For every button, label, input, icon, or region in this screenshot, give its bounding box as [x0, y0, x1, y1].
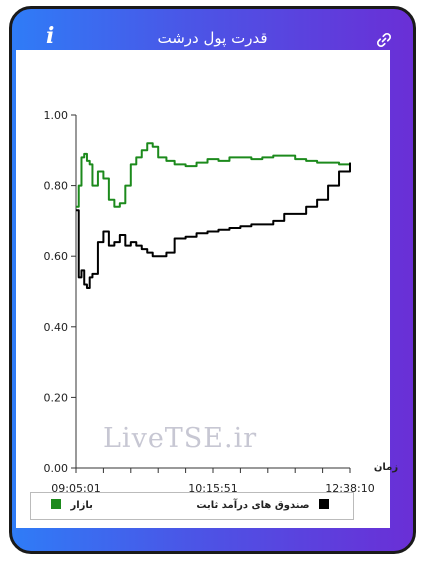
y-tick-label: 1.00: [44, 109, 69, 122]
y-tick-label: 0.60: [44, 250, 69, 263]
page-title: قدرت پول درشت: [157, 29, 268, 47]
legend-label-market: بازار: [70, 500, 93, 511]
watermark: LiveTSE.ir: [103, 423, 258, 454]
info-icon[interactable]: i: [46, 23, 55, 49]
series-line-market: [76, 142, 351, 208]
legend-label-fixed-income: صندوق های درآمد ثابت: [196, 500, 310, 511]
link-icon[interactable]: [375, 31, 393, 49]
x-tick-label: 10:15:51: [188, 482, 237, 495]
y-tick-label: 0.40: [44, 321, 69, 334]
chart-legend: بازار صندوق های درآمد ثابت: [30, 492, 354, 520]
legend-item-market[interactable]: بازار: [51, 499, 93, 513]
legend-swatch-fixed-income: [319, 499, 329, 509]
y-tick-label: 0.20: [44, 391, 69, 404]
y-tick-label: 0.80: [44, 180, 69, 193]
chart-panel: [16, 50, 390, 528]
x-tick-label: 12:38:10: [325, 482, 374, 495]
series-line-fixed-income: [76, 162, 351, 289]
x-axis-label: زمان: [374, 462, 398, 473]
legend-swatch-market: [51, 499, 61, 509]
y-tick-label: 0.00: [44, 462, 69, 475]
header: i قدرت پول درشت: [12, 9, 413, 63]
legend-item-fixed-income[interactable]: صندوق های درآمد ثابت: [196, 499, 329, 513]
x-tick-label: 09:05:01: [51, 482, 100, 495]
